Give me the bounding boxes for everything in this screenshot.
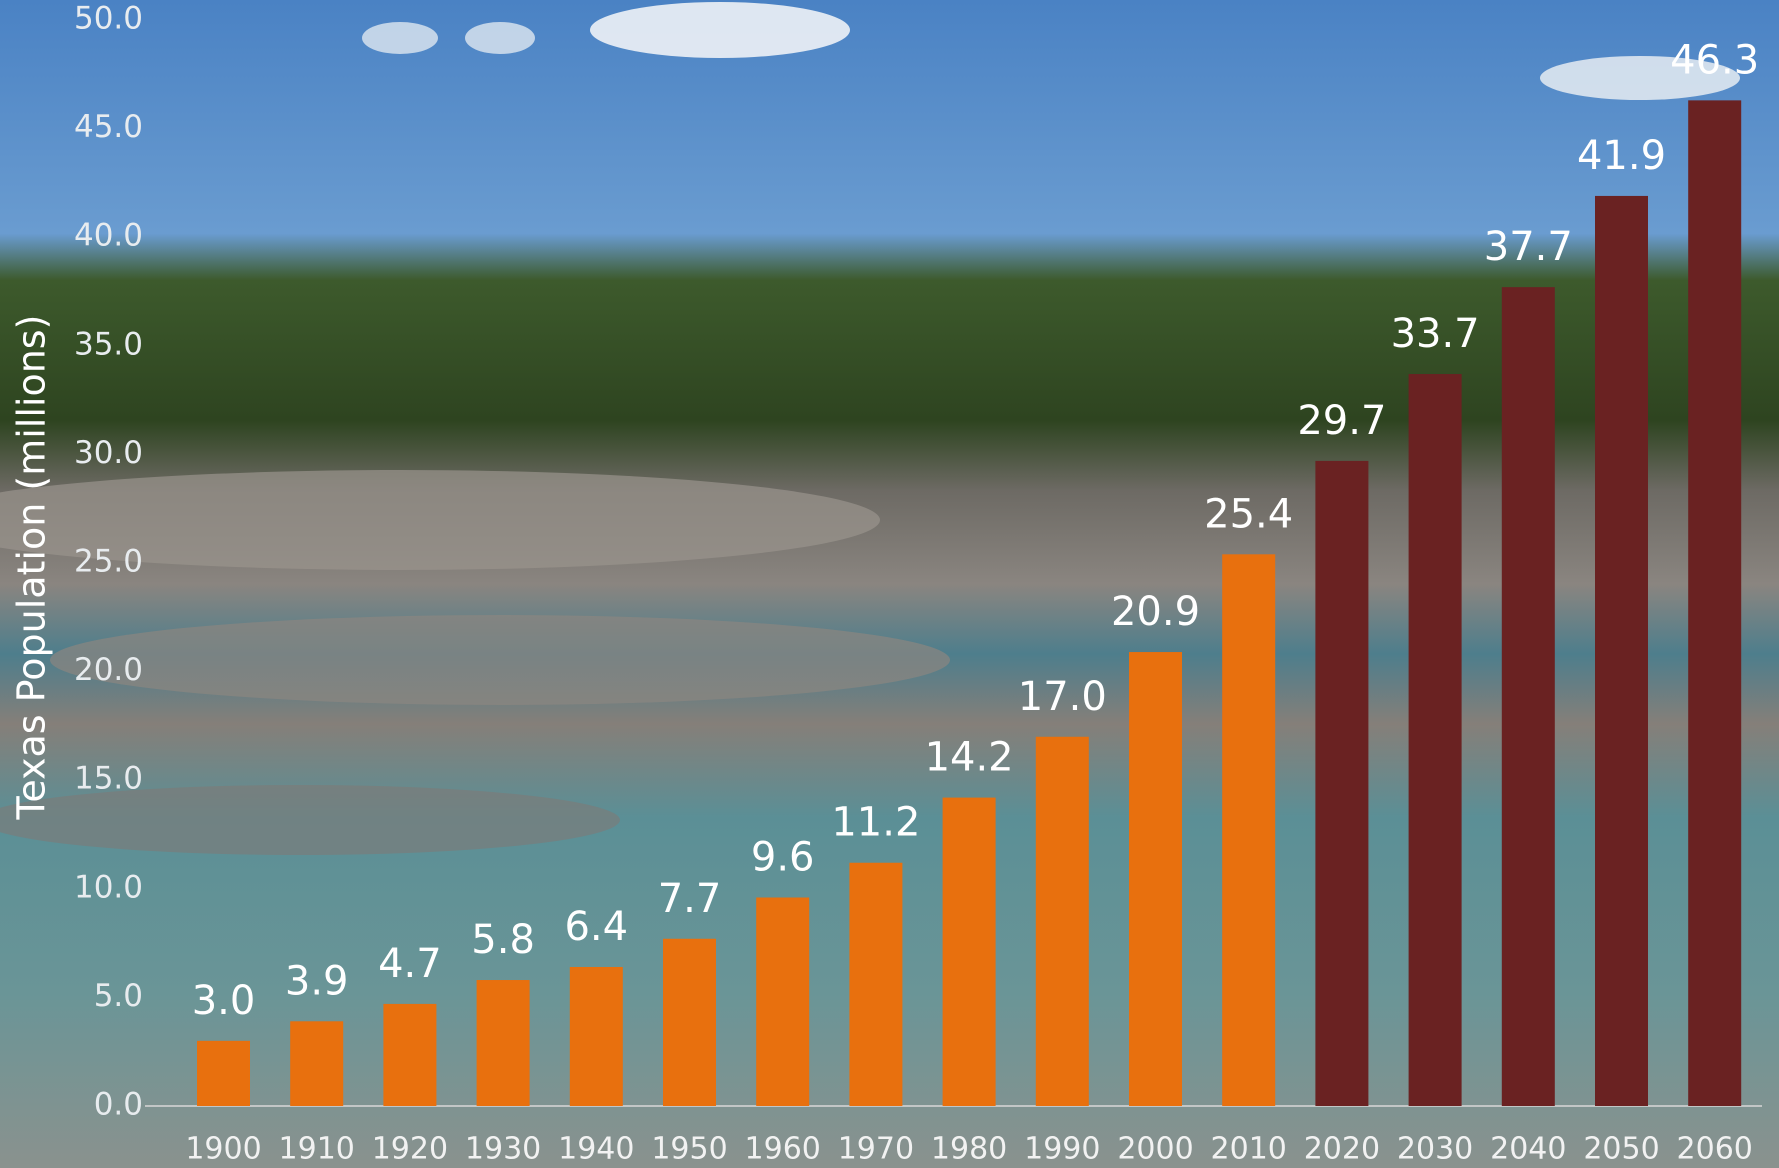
- y-tick-label: 5.0: [94, 978, 143, 1014]
- x-tick-label: 1960: [745, 1132, 821, 1167]
- x-tick-label: 2030: [1397, 1132, 1473, 1167]
- rock: [50, 615, 950, 705]
- bar: [1595, 196, 1648, 1106]
- y-tick-label: 0.0: [94, 1087, 143, 1123]
- y-axis-title: Texas Population (millions): [10, 315, 54, 821]
- y-tick-label: 20.0: [74, 652, 143, 688]
- bar: [1129, 652, 1182, 1106]
- x-tick-label: 1970: [838, 1132, 914, 1167]
- value-label: 46.3: [1670, 37, 1759, 83]
- y-tick-label: 10.0: [74, 869, 143, 905]
- value-label: 33.7: [1391, 311, 1480, 357]
- bar: [1688, 100, 1741, 1106]
- bar: [570, 967, 623, 1106]
- bar: [756, 897, 809, 1106]
- y-tick-label: 40.0: [74, 218, 143, 254]
- value-label: 11.2: [831, 800, 920, 846]
- bar: [477, 980, 530, 1106]
- x-tick-label: 2040: [1490, 1132, 1566, 1167]
- value-label: 7.7: [658, 876, 722, 922]
- value-label: 37.7: [1484, 224, 1573, 270]
- bar: [290, 1021, 343, 1106]
- bar: [663, 939, 716, 1106]
- x-tick-label: 1910: [279, 1132, 355, 1167]
- y-tick-label: 30.0: [74, 435, 143, 471]
- value-label: 3.0: [192, 978, 256, 1024]
- cloud: [362, 22, 438, 54]
- value-label: 41.9: [1577, 133, 1666, 179]
- y-tick-label: 15.0: [74, 761, 143, 797]
- bar: [1222, 554, 1275, 1106]
- bar: [1315, 461, 1368, 1106]
- cloud: [590, 2, 850, 58]
- x-tick-label: 1920: [372, 1132, 448, 1167]
- value-label: 9.6: [751, 834, 815, 880]
- x-tick-label: 1930: [465, 1132, 541, 1167]
- bar: [383, 1004, 436, 1106]
- y-tick-label: 45.0: [74, 109, 143, 145]
- bar: [1409, 374, 1462, 1106]
- x-tick-label: 1900: [185, 1132, 261, 1167]
- x-tick-label: 2000: [1117, 1132, 1193, 1167]
- bar: [1036, 737, 1089, 1106]
- value-label: 14.2: [925, 735, 1014, 781]
- value-label: 20.9: [1111, 589, 1200, 635]
- y-tick-label: 35.0: [74, 326, 143, 362]
- x-tick-label: 1950: [651, 1132, 727, 1167]
- x-tick-label: 1940: [558, 1132, 634, 1167]
- y-tick-label: 25.0: [74, 544, 143, 580]
- x-tick-label: 1980: [931, 1132, 1007, 1167]
- x-tick-label: 2060: [1677, 1132, 1753, 1167]
- value-label: 25.4: [1204, 491, 1293, 537]
- x-tick-label: 2010: [1211, 1132, 1287, 1167]
- bar: [1502, 287, 1555, 1106]
- y-tick-label: 50.0: [74, 1, 143, 37]
- x-tick-label: 1990: [1024, 1132, 1100, 1167]
- value-label: 17.0: [1018, 674, 1107, 720]
- value-label: 5.8: [471, 917, 535, 963]
- value-label: 29.7: [1297, 398, 1386, 444]
- chart: 0.0 5.0 10.0 15.0 20.0 25.0 30.0 35.0 40.0 45.0 50…: [0, 0, 1779, 1168]
- value-label: 4.7: [378, 941, 442, 987]
- value-label: 3.9: [285, 958, 349, 1004]
- bar: [849, 863, 902, 1106]
- x-tick-label: 2020: [1304, 1132, 1380, 1167]
- bar: [197, 1041, 250, 1106]
- cloud: [465, 22, 535, 54]
- bar: [943, 798, 996, 1106]
- x-tick-label: 2050: [1583, 1132, 1659, 1167]
- value-label: 6.4: [564, 904, 628, 950]
